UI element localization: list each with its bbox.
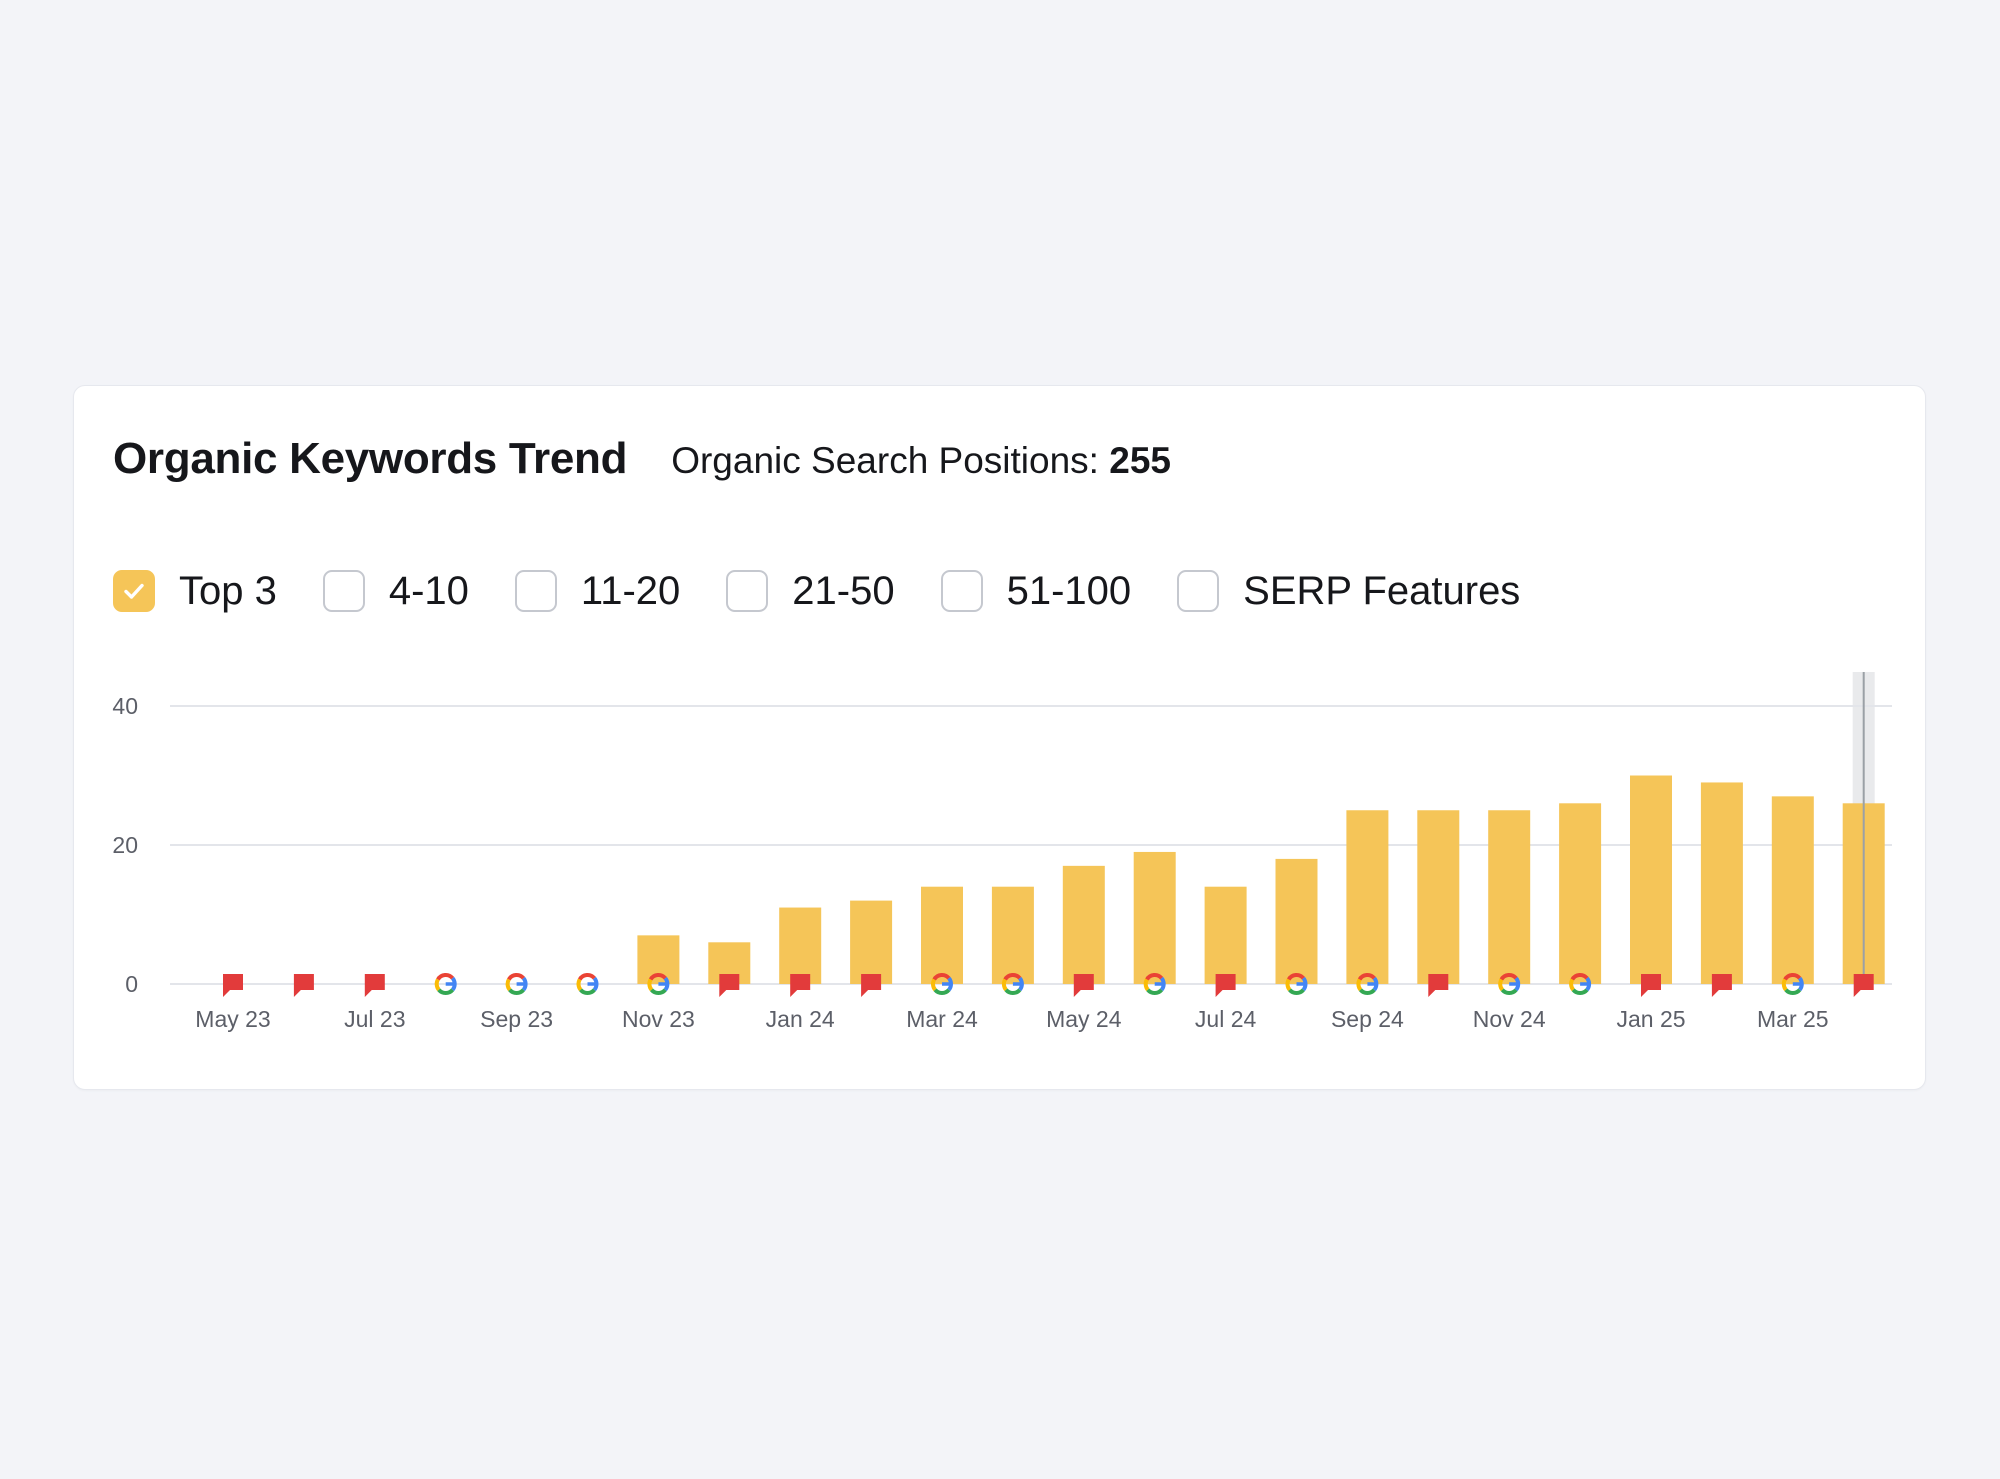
checkmark-icon xyxy=(124,583,144,599)
x-tick-label: Mar 24 xyxy=(906,1006,978,1032)
card-title: Organic Keywords Trend xyxy=(113,434,628,483)
annotation-flag-icon[interactable] xyxy=(1853,974,1874,997)
bar[interactable] xyxy=(921,886,963,984)
x-tick-label: May 24 xyxy=(1046,1006,1122,1032)
x-tick-label: Sep 23 xyxy=(480,1006,553,1032)
bar[interactable] xyxy=(1417,810,1460,984)
filter-51-100[interactable]: 51-100 xyxy=(940,568,1132,614)
annotation-flag-icon[interactable] xyxy=(1641,974,1661,997)
x-tick-label: Jul 24 xyxy=(1195,1006,1257,1032)
x-tick-label: Jan 24 xyxy=(766,1006,835,1032)
x-tick-label: Sep 24 xyxy=(1331,1006,1404,1032)
x-tick-label: May 23 xyxy=(195,1006,270,1032)
bar[interactable] xyxy=(1204,886,1247,984)
bar[interactable] xyxy=(1559,803,1602,984)
x-tick-label: Jul 23 xyxy=(344,1006,405,1032)
google-update-icon[interactable] xyxy=(576,973,599,995)
positions-value: 255 xyxy=(1109,440,1171,481)
filter-4-10[interactable]: 4-10 xyxy=(322,568,469,614)
annotation-flag-icon[interactable] xyxy=(1215,974,1236,997)
annotation-flag-icon[interactable] xyxy=(1073,974,1094,997)
filter-top-3[interactable]: Top 3 xyxy=(113,569,277,614)
bar[interactable] xyxy=(1062,865,1105,984)
filter-label: 11-20 xyxy=(580,568,681,613)
bar[interactable] xyxy=(991,886,1034,984)
annotation-flag-icon[interactable] xyxy=(861,974,882,997)
positions-label: Organic Search Positions: xyxy=(671,440,1099,481)
filter-label: Top 3 xyxy=(179,568,277,613)
google-update-icon[interactable] xyxy=(1569,973,1592,995)
bar[interactable] xyxy=(1346,810,1389,984)
filter-21-50[interactable]: 21-50 xyxy=(726,568,895,614)
positions-summary: Organic Search Positions: 255 xyxy=(671,440,1171,482)
position-filters: Top 3 4-10 11-20 21-50 51-100 xyxy=(113,566,1566,616)
bar[interactable] xyxy=(1630,775,1672,985)
keywords-bar-chart[interactable]: 0 20 40 May 23 Jul 23 Sep 23 Nov 23 Jan 24 Mar 2… xyxy=(74,386,1927,1091)
y-tick-label: 20 xyxy=(112,832,138,858)
filter-label: 21-50 xyxy=(792,568,895,613)
google-update-icon[interactable] xyxy=(647,973,670,995)
bar[interactable] xyxy=(1275,858,1318,984)
bar[interactable] xyxy=(1700,782,1743,984)
annotation-flag-icon[interactable] xyxy=(293,974,314,997)
x-tick-label: Jan 25 xyxy=(1616,1006,1685,1032)
google-update-icon[interactable] xyxy=(931,973,953,995)
google-update-icon[interactable] xyxy=(1285,973,1308,995)
annotation-flag-icon[interactable] xyxy=(719,974,740,997)
annotation-flag-icon[interactable] xyxy=(1428,974,1449,997)
filter-serp-features[interactable]: SERP Features xyxy=(1177,569,1520,614)
checkbox[interactable] xyxy=(514,570,557,612)
annotation-flag-icon[interactable] xyxy=(790,974,811,997)
bar[interactable] xyxy=(1771,796,1814,984)
google-update-icon[interactable] xyxy=(1356,973,1379,995)
x-tick-label: Mar 25 xyxy=(1757,1006,1829,1032)
x-tick-label: Nov 24 xyxy=(1473,1006,1546,1032)
checkbox[interactable] xyxy=(940,570,983,612)
annotation-flag-icon[interactable] xyxy=(223,974,243,997)
google-update-icon[interactable] xyxy=(1781,973,1804,995)
bar[interactable] xyxy=(1133,851,1176,984)
x-tick-label: Nov 23 xyxy=(622,1006,695,1032)
checkbox[interactable] xyxy=(113,570,155,612)
y-tick-label: 40 xyxy=(112,693,138,719)
annotation-flag-icon[interactable] xyxy=(1711,974,1732,997)
filter-label: SERP Features xyxy=(1243,568,1521,613)
filter-11-20[interactable]: 11-20 xyxy=(514,568,681,614)
checkbox[interactable] xyxy=(322,570,365,612)
organic-keywords-card: Organic Keywords Trend Organic Search Po… xyxy=(73,385,1926,1090)
bar[interactable] xyxy=(779,907,822,984)
checkbox[interactable] xyxy=(726,570,769,612)
google-update-icon[interactable] xyxy=(1001,973,1024,995)
checkbox[interactable] xyxy=(1177,570,1220,612)
google-update-icon[interactable] xyxy=(1143,973,1166,995)
annotation-flag-icon[interactable] xyxy=(364,974,385,997)
filter-label: 4-10 xyxy=(388,568,469,613)
y-tick-label: 0 xyxy=(125,971,138,997)
google-update-icon[interactable] xyxy=(434,973,457,995)
card-header: Organic Keywords Trend Organic Search Po… xyxy=(113,434,1171,484)
bar[interactable] xyxy=(1488,810,1531,984)
google-update-icon[interactable] xyxy=(505,973,528,995)
bar[interactable] xyxy=(850,900,893,984)
google-update-icon[interactable] xyxy=(1498,973,1521,995)
filter-label: 51-100 xyxy=(1006,568,1132,613)
